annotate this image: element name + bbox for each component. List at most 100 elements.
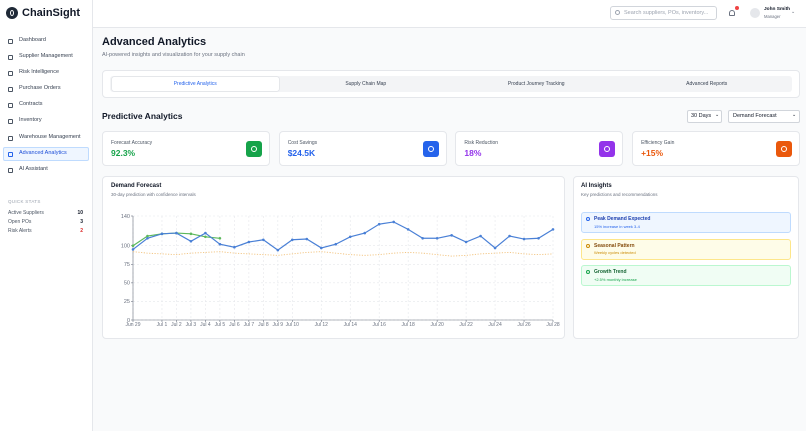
kpi-icon-glyph [604,146,611,152]
chart-card [102,176,565,339]
nav-item[interactable]: Advanced Analytics [19,150,67,156]
nav-item[interactable]: Contracts [19,101,43,107]
stat-value: 2 [80,228,83,234]
brand: ChainSight [22,7,81,19]
logo-mark [10,10,14,16]
nav-item[interactable]: Supplier Management [19,53,73,59]
y-tick-label: 50 [124,281,130,287]
data-point [319,246,323,250]
kpi-icon-glyph [427,146,434,152]
y-tick-label: 25 [124,299,130,305]
nav-item[interactable]: Purchase Orders [19,85,61,91]
data-point [363,231,367,235]
insight [581,238,791,260]
kpi-icon-glyph [251,146,257,152]
x-tick-label: Jul 6 [229,322,240,328]
nav-icon [8,118,13,124]
kpi-label: Forecast Accuracy [111,139,153,146]
x-tick-label: Jul 5 [215,322,226,328]
data-point [392,220,395,224]
data-point [334,242,338,246]
page-title: Advanced Analytics [102,36,207,48]
insight-icon [586,217,590,221]
data-point [377,222,381,226]
kpi-label: Cost Savings [287,139,318,146]
x-tick-label: Jul 14 [344,322,358,328]
search-icon [615,10,620,15]
tab[interactable] [112,77,279,91]
data-point [175,231,178,235]
data-point [189,239,193,243]
data-point [146,236,149,240]
insight-title: Seasonal Pattern [594,242,635,249]
nav-item[interactable]: Inventory [19,117,42,123]
x-tick-label: Jul 22 [459,322,473,328]
nav-item[interactable]: Warehouse Management [19,134,81,140]
nav-icon [8,38,13,44]
search-placeholder: Search suppliers, POs, inventory... [624,10,709,16]
y-tick-label: 140 [121,214,130,220]
tab-bar [110,76,792,92]
stat-label: Risk Alerts [8,228,32,234]
x-tick-label: Jul 9 [273,322,284,328]
data-point [464,240,468,244]
x-tick-label: Jul 8 [258,322,269,328]
data-point [189,232,193,236]
data-point [204,235,207,239]
kpi-value: 18% [464,148,482,158]
insight-title: Peak Demand Expected [594,216,651,222]
nav-icon [8,167,13,173]
model-select[interactable] [728,110,800,123]
chevron: ⌄ [792,112,797,118]
x-tick-label: Jun 29 [125,322,140,328]
data-point [218,242,222,246]
nav-active [3,147,89,161]
data-point [537,236,540,240]
period-select[interactable] [687,110,722,123]
data-point [305,237,309,241]
chevron: ⌄ [715,112,720,118]
data-point [348,235,352,239]
kpi-card [278,131,447,166]
insights-title: AI Insights [581,183,612,189]
section-title: Predictive Analytics [102,111,183,121]
kpi-label: Risk Reduction [464,139,499,146]
user-menu-chevron[interactable]: ⌄ [791,9,796,15]
data-point [160,232,164,236]
chart-title: Demand Forecast [111,183,162,189]
data-point [450,234,453,237]
nav-item[interactable]: AI Assistant [19,166,48,172]
chart-subtitle: 30-day prediction with confidence interv… [111,192,196,197]
stat-value: 10 [77,210,83,216]
data-point [233,245,236,249]
kpi-label: Efficiency Gain [641,139,675,146]
x-tick-label: Jul 10 [286,322,300,328]
stat-label: Active Suppliers [8,210,44,216]
kpi-value: 92.3% [111,148,136,158]
period-select-label: 30 Days [691,113,712,119]
nav-icon [8,151,13,157]
insight [581,265,791,286]
nav-item[interactable]: Risk Intelligence [19,69,60,75]
search-box[interactable] [610,6,717,20]
nav-item[interactable]: Dashboard [19,37,46,43]
data-point [218,236,222,240]
data-point [493,246,497,250]
data-point [421,236,424,240]
notifications[interactable] [729,10,735,16]
data-point [131,244,135,248]
x-tick-label: Jul 12 [315,322,329,328]
x-tick-label: Jul 2 [171,322,182,328]
avatar[interactable] [750,8,760,18]
y-tick-label: 100 [121,244,130,250]
kpi-card [455,131,624,166]
x-tick-label: Jul 20 [430,322,444,328]
x-tick-label: Jul 7 [244,322,255,328]
y-tick-label: 75 [124,262,130,268]
data-point [146,234,149,238]
page-subtitle: AI-powered insights and visualization fo… [102,52,245,58]
data-point [291,238,294,242]
tab-label: Advanced Reports [686,80,728,87]
insight-detail: Weekly cycles detected [594,250,636,255]
